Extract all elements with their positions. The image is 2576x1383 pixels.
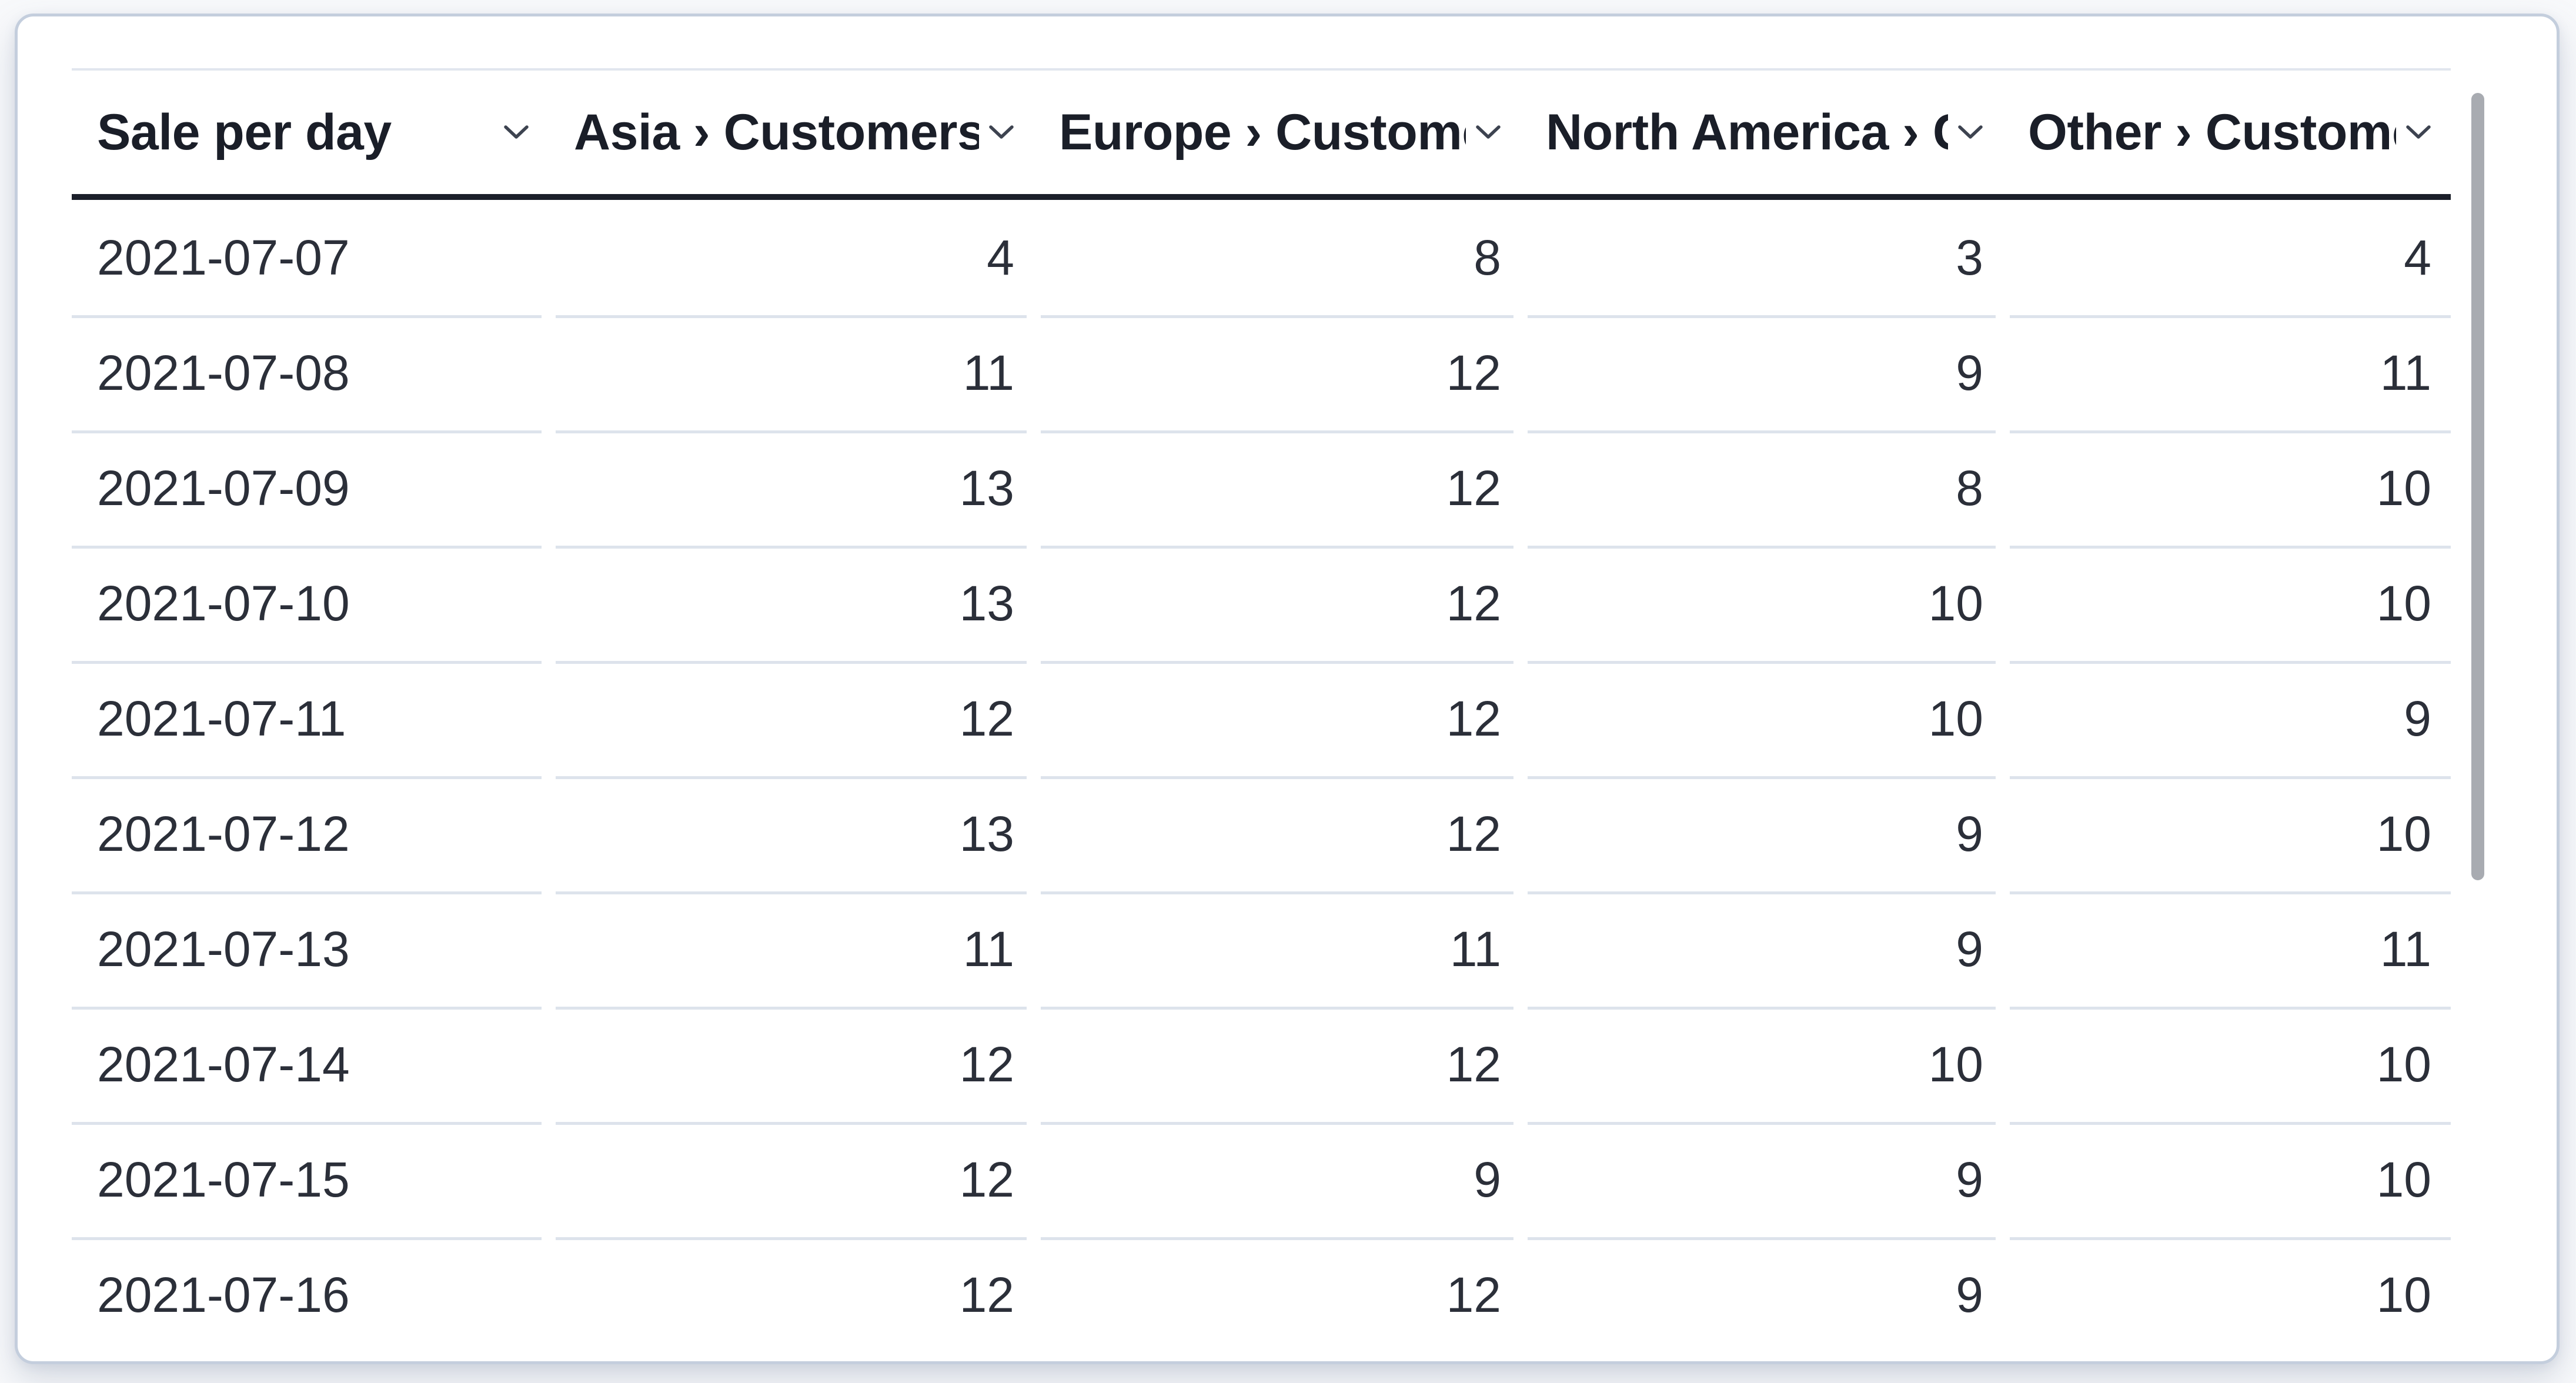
chevron-down-icon bbox=[989, 125, 1014, 139]
value-cell[interactable]: 12 bbox=[1034, 315, 1521, 430]
date-cell[interactable]: 2021-07-14 bbox=[72, 1007, 549, 1122]
column-header-label: Other › Customers bbox=[2028, 103, 2396, 161]
value-cell[interactable]: 10 bbox=[2003, 1007, 2451, 1122]
value-cell[interactable]: 4 bbox=[2404, 229, 2431, 285]
value-cell[interactable]: 3 bbox=[1956, 229, 1983, 285]
table-row: 2021-07-15 12 9 9 10 bbox=[72, 1122, 2451, 1237]
value-cell[interactable]: 11 bbox=[549, 891, 1034, 1007]
value-cell[interactable]: 10 bbox=[2003, 430, 2451, 546]
value-cell[interactable]: 8 bbox=[1474, 229, 1501, 285]
value-cell[interactable]: 13 bbox=[549, 546, 1034, 661]
value-cell[interactable]: 10 bbox=[1521, 661, 2003, 776]
value-cell[interactable]: 10 bbox=[1521, 546, 2003, 661]
value-cell[interactable]: 4 bbox=[987, 229, 1014, 285]
value-cell[interactable]: 11 bbox=[549, 315, 1034, 430]
table-header-row: Sale per day Asia › Customers Europe › Cus… bbox=[72, 68, 2451, 200]
value-cell[interactable]: 12 bbox=[549, 1122, 1034, 1237]
table-row: 2021-07-11 12 12 10 9 bbox=[72, 661, 2451, 776]
column-header-2[interactable]: Europe › Customers bbox=[1034, 71, 1521, 194]
table-row: 2021-07-07 4 8 3 4 bbox=[72, 200, 2451, 315]
date-cell[interactable]: 2021-07-08 bbox=[72, 315, 549, 430]
column-header-label: North America › Customers bbox=[1546, 103, 1948, 161]
value-cell[interactable]: 12 bbox=[549, 1007, 1034, 1122]
value-cell[interactable]: 12 bbox=[1034, 430, 1521, 546]
table-row: 2021-07-08 11 12 9 11 bbox=[72, 315, 2451, 430]
column-header-1[interactable]: Asia › Customers bbox=[549, 71, 1034, 194]
value-cell[interactable]: 12 bbox=[1034, 661, 1521, 776]
value-cell[interactable]: 10 bbox=[2003, 1122, 2451, 1237]
value-cell[interactable]: 9 bbox=[1521, 891, 2003, 1007]
value-cell[interactable]: 12 bbox=[549, 661, 1034, 776]
date-cell[interactable]: 2021-07-07 bbox=[97, 229, 350, 285]
date-cell[interactable]: 2021-07-16 bbox=[72, 1237, 549, 1352]
value-cell[interactable]: 13 bbox=[549, 430, 1034, 546]
value-cell[interactable]: 12 bbox=[549, 1237, 1034, 1352]
value-cell[interactable]: 10 bbox=[1521, 1007, 2003, 1122]
value-cell[interactable]: 10 bbox=[2003, 1237, 2451, 1352]
value-cell[interactable]: 9 bbox=[1521, 776, 2003, 891]
table-row: 2021-07-13 11 11 9 11 bbox=[72, 891, 2451, 1007]
value-cell[interactable]: 10 bbox=[2003, 776, 2451, 891]
value-cell[interactable]: 13 bbox=[549, 776, 1034, 891]
value-cell[interactable]: 9 bbox=[1521, 1122, 2003, 1237]
column-header-label: Asia › Customers bbox=[574, 103, 979, 161]
value-cell[interactable]: 9 bbox=[2003, 661, 2451, 776]
data-table: Sale per day Asia › Customers Europe › Cus… bbox=[72, 68, 2451, 1352]
value-cell[interactable]: 11 bbox=[1034, 891, 1521, 1007]
column-header-0[interactable]: Sale per day bbox=[72, 71, 549, 194]
value-cell[interactable]: 12 bbox=[1034, 1237, 1521, 1352]
date-cell[interactable]: 2021-07-11 bbox=[72, 661, 549, 776]
date-cell[interactable]: 2021-07-13 bbox=[72, 891, 549, 1007]
date-cell[interactable]: 2021-07-10 bbox=[72, 546, 549, 661]
column-header-label: Europe › Customers bbox=[1059, 103, 1466, 161]
table-row: 2021-07-09 13 12 8 10 bbox=[72, 430, 2451, 546]
column-header-label: Sale per day bbox=[97, 103, 392, 161]
date-cell[interactable]: 2021-07-09 bbox=[72, 430, 549, 546]
date-cell[interactable]: 2021-07-15 bbox=[72, 1122, 549, 1237]
value-cell[interactable]: 11 bbox=[2003, 891, 2451, 1007]
table-row: 2021-07-16 12 12 9 10 bbox=[72, 1237, 2451, 1352]
value-cell[interactable]: 9 bbox=[1521, 1237, 2003, 1352]
chevron-down-icon bbox=[1958, 125, 1983, 139]
value-cell[interactable]: 12 bbox=[1034, 546, 1521, 661]
table-body: 2021-07-07 4 8 3 4 2021-07-08 11 12 9 11 2021-07-0… bbox=[72, 200, 2451, 1352]
value-cell[interactable]: 10 bbox=[2003, 546, 2451, 661]
value-cell[interactable]: 12 bbox=[1034, 776, 1521, 891]
value-cell[interactable]: 12 bbox=[1034, 1007, 1521, 1122]
value-cell[interactable]: 8 bbox=[1521, 430, 2003, 546]
column-header-4[interactable]: Other › Customers bbox=[2003, 71, 2451, 194]
table-row: 2021-07-14 12 12 10 10 bbox=[72, 1007, 2451, 1122]
value-cell[interactable]: 11 bbox=[2003, 315, 2451, 430]
table-row: 2021-07-12 13 12 9 10 bbox=[72, 776, 2451, 891]
table-card: Sale per day Asia › Customers Europe › Cus… bbox=[15, 14, 2560, 1364]
date-cell[interactable]: 2021-07-12 bbox=[72, 776, 549, 891]
column-header-3[interactable]: North America › Customers bbox=[1521, 71, 2003, 194]
table-row: 2021-07-10 13 12 10 10 bbox=[72, 546, 2451, 661]
value-cell[interactable]: 9 bbox=[1521, 315, 2003, 430]
chevron-down-icon bbox=[1476, 125, 1501, 139]
chevron-down-icon bbox=[2406, 125, 2431, 139]
value-cell[interactable]: 9 bbox=[1034, 1122, 1521, 1237]
vertical-scrollbar[interactable] bbox=[2471, 93, 2484, 880]
chevron-down-icon bbox=[504, 125, 529, 139]
